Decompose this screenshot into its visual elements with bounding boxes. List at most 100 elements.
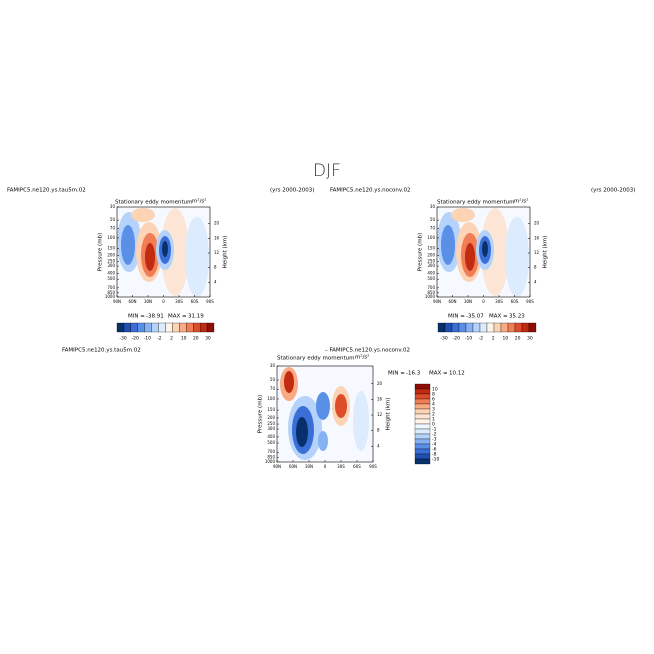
colorbar-label: -10 [144,336,151,342]
y-tick-label: 150 [427,245,435,250]
colorbar-label: 3 [432,407,435,413]
colorbar-swatch [444,322,453,333]
minus-case: – FAMIPC5.ne120.ys.noconv.02 [325,348,410,354]
colorbar-swatch [137,322,145,333]
y2-tick-label: 20 [214,221,220,226]
colorbar-label: -2 [432,432,437,438]
case-name: FAMIPC5.ne120.ys.tau5m.02 [62,348,141,354]
colorbar-swatch [414,408,431,415]
colorbar-swatch [414,388,431,395]
colorbar-swatch [493,322,502,333]
colorbar-swatch [414,458,431,465]
colorbar-swatch [116,322,125,333]
colorbar-swatch [465,322,474,333]
years: (yrs 2000-2003) [591,188,635,194]
x-tick-label: 0 [482,299,485,304]
x-tick-label: 90S [526,299,534,304]
colorbar-label: 8 [432,392,435,398]
y-axis-label: Pressure (mb) [258,395,264,433]
colorbar-swatch [179,322,187,333]
max-value: 31.19 [188,314,204,320]
x-tick-label: 60S [511,299,519,304]
colorbar-label: 20 [193,336,199,342]
y2-tick-label: 12 [534,250,540,255]
colorbar-label: 6 [432,397,435,403]
min-label: MIN = [448,314,465,320]
x-tick-label: 90N [113,299,121,304]
y-tick-label: 400 [267,434,275,439]
y2-tick-label: 4 [377,443,380,448]
min-label: MIN = [128,314,145,320]
colorbar-label: 30 [205,336,211,342]
colorbar-swatch [123,322,132,333]
x-tick-label: 90N [273,464,281,469]
x-tick-label: 60S [353,464,361,469]
colorbar-swatch [193,322,201,333]
y-tick-label: 150 [267,407,275,412]
x-tick-label: 30S [495,299,503,304]
colorbar-swatch [414,403,431,410]
y2-tick-label: 4 [214,279,217,284]
colorbar-swatch [458,322,467,333]
colorbar-swatch [414,418,431,425]
y-tick-label: 300 [427,263,435,268]
y-tick-label: 50 [110,217,116,222]
y-tick-label: 30 [270,363,276,368]
colorbar-swatch [130,322,138,333]
y2-tick-label: 12 [377,412,383,417]
x-tick-label: 60S [191,299,199,304]
colorbar-swatch [414,393,431,400]
colorbar-swatch [165,322,173,333]
y-tick-label: 200 [427,253,435,258]
x-tick-label: 60N [128,299,136,304]
y-tick-label: 200 [107,253,115,258]
y-tick-label: 250 [107,258,115,263]
colorbar-swatch [451,322,460,333]
min-label: MIN = [388,371,405,377]
colorbar-label: -3 [432,437,437,443]
x-tick-label: 60N [289,464,297,469]
min-value: -35.07 [466,314,484,320]
colorbar-swatch [186,322,194,333]
colorbar-label: 2 [170,336,173,342]
y-tick-label: 700 [267,449,275,454]
y2-tick-label: 20 [534,221,540,226]
colorbar-label: 2 [432,412,435,418]
y-tick-label: 300 [267,426,275,431]
max-value: 35.23 [509,314,525,320]
min-value: -16.3 [406,371,421,377]
units: m²/s² [514,198,529,205]
colorbar-label: -2 [157,336,162,342]
y2-tick-label: 20 [377,381,383,386]
colorbar-label: 1 [432,417,435,423]
colorbar-swatch [507,322,516,333]
colorbar-swatch [206,322,215,333]
x-tick-label: 90S [206,299,214,304]
colorbar-label: 10 [181,336,187,342]
colorbar-swatch [151,322,159,333]
colorbar-swatch [414,423,431,430]
y-tick-label: 400 [107,270,115,275]
colorbar-label: -8 [432,452,437,458]
colorbar-swatch [414,453,431,460]
y-tick-label: 850 [107,290,115,295]
y2-tick-label: 16 [534,235,540,240]
colorbar-label: -20 [132,336,139,342]
colorbar-label: -30 [119,336,126,342]
y2-tick-label: 4 [534,279,537,284]
colorbar-swatch [500,322,509,333]
colorbar-swatch [414,383,431,390]
colorbar-swatch [414,438,431,445]
y-tick-label: 500 [107,276,115,281]
colorbar-label: 2 [492,336,495,342]
colorbar-swatch [437,322,446,333]
colorbar-label: -20 [453,336,460,342]
x-tick-label: 90N [433,299,441,304]
y-tick-label: 30 [110,204,116,209]
y2-axis-label: Height (km) [223,236,229,269]
colorbar-label: 10 [503,336,509,342]
min-value: -38.91 [146,314,164,320]
y-tick-label: 1000 [265,459,276,464]
colorbar-swatch [144,322,152,333]
